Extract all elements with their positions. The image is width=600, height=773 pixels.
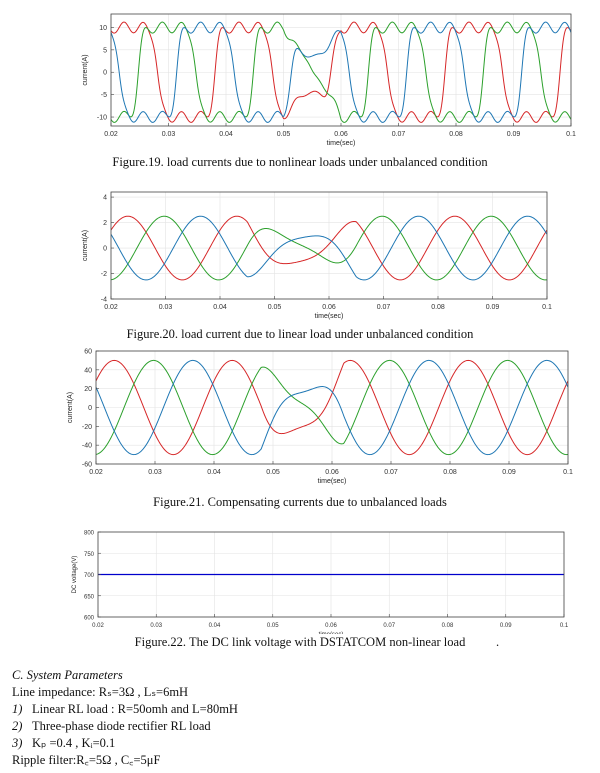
x-tick-label: 0.03 (148, 469, 162, 476)
phase-b-trace (96, 359, 568, 456)
x-tick-label: 0.08 (431, 304, 445, 311)
y-tick-label: -2 (101, 271, 107, 278)
y-tick-label: 0 (103, 246, 107, 253)
x-tick-label: 0.07 (384, 469, 398, 476)
y-axis-label: DC voltage(V) (72, 556, 78, 594)
x-tick-label: 0.05 (267, 623, 279, 629)
x-tick-label: 0.06 (334, 131, 348, 138)
y-tick-label: -10 (97, 115, 107, 122)
y-axis-label: current(A) (82, 54, 89, 85)
figure-19: 0.02 0.03 0.04 0.05 0.06 0.07 0.08 0.09 0.1 -10 -5… (0, 0, 600, 170)
y-tick-label: 40 (84, 367, 92, 374)
figure-21-caption: Figure.21. Compensating currents due to … (153, 495, 447, 509)
y-tick-label: -60 (82, 462, 92, 469)
y-tick-label: 5 (103, 47, 107, 54)
figure-20-chart: 0.02 0.03 0.04 0.05 0.06 0.07 0.08 0.09 0.1 -4 -2 0… (82, 191, 552, 320)
phase-b-trace (111, 215, 547, 281)
figure-21: 0.02 0.03 0.04 0.05 0.06 0.07 0.08 0.09 0.1 -60 -4… (0, 345, 600, 515)
x-tick-label: 0.09 (500, 623, 512, 629)
x-tick-label: 0.1 (566, 131, 576, 138)
figure-22: 0.02 0.03 0.04 0.05 0.06 0.07 0.08 0.09 0.1 600 65… (0, 522, 600, 652)
x-tick-label: 0.07 (377, 304, 391, 311)
x-tick-label: 0.09 (507, 131, 521, 138)
y-tick-label: 650 (84, 594, 95, 600)
figure-19-caption: Figure.19. load currents due to nonlinea… (112, 155, 488, 169)
x-tick-label: 0.1 (542, 304, 552, 311)
x-tick-label: 0.09 (502, 469, 516, 476)
y-tick-label: 20 (84, 386, 92, 393)
y-tick-label: 700 (84, 573, 95, 579)
y-tick-label: 10 (99, 25, 107, 32)
y-tick-label: 0 (103, 70, 107, 77)
x-tick-label: 0.04 (213, 304, 227, 311)
y-tick-label: 750 (84, 552, 95, 558)
y-tick-label: -20 (82, 424, 92, 431)
x-tick-label: 0.05 (266, 469, 280, 476)
phase-a-trace (111, 215, 547, 281)
x-tick-label: 0.08 (442, 623, 454, 629)
y-tick-label: 600 (84, 616, 95, 622)
x-tick-label: 0.09 (486, 304, 500, 311)
trailing-mark: . (496, 635, 500, 649)
y-axis-label: current(A) (67, 392, 74, 423)
section-heading: C. System Parameters (12, 668, 123, 682)
y-tick-label: 4 (103, 195, 107, 202)
x-tick-label: 0.02 (89, 469, 103, 476)
y-tick-label: -4 (101, 297, 107, 304)
y-tick-label: -5 (101, 92, 107, 99)
x-tick-label: 0.07 (383, 623, 395, 629)
phase-a-trace (111, 21, 571, 123)
x-tick-label: 0.03 (159, 304, 173, 311)
x-tick-label: 0.02 (104, 131, 118, 138)
y-tick-label: 2 (103, 220, 107, 227)
x-axis-label: time(sec) (327, 140, 356, 147)
x-tick-label: 0.06 (325, 469, 339, 476)
list-item: 1) Linear RL load : R=50omh and L=80mH (12, 702, 238, 716)
x-tick-label: 0.06 (325, 623, 337, 629)
figure-22-chart: 0.02 0.03 0.04 0.05 0.06 0.07 0.08 0.09 0.1 600 65… (72, 531, 569, 635)
figure-21-chart: 0.02 0.03 0.04 0.05 0.06 0.07 0.08 0.09 0.1 -60 -4… (67, 349, 573, 486)
x-axis-label: time(sec) (319, 632, 344, 634)
phase-c-trace (96, 359, 568, 456)
y-axis-label: current(A) (82, 230, 89, 261)
figure-19-chart: 0.02 0.03 0.04 0.05 0.06 0.07 0.08 0.09 0.1 -10 -5… (82, 13, 576, 147)
list-item: 2) Three-phase diode rectifier RL load (12, 719, 211, 733)
x-tick-label: 0.05 (268, 304, 282, 311)
line-impedance: Line impedance: Rₛ=3Ω , Lₛ=6mH (12, 685, 189, 699)
x-tick-label: 0.03 (162, 131, 176, 138)
x-tick-label: 0.05 (277, 131, 291, 138)
phase-a-trace (96, 359, 568, 456)
x-tick-label: 0.02 (92, 623, 104, 629)
x-tick-label: 0.02 (104, 304, 118, 311)
phase-c-trace (111, 215, 547, 281)
y-tick-label: 60 (84, 349, 92, 356)
x-tick-label: 0.1 (560, 623, 569, 629)
x-tick-label: 0.04 (219, 131, 233, 138)
x-tick-label: 0.07 (392, 131, 406, 138)
x-tick-label: 0.1 (563, 469, 573, 476)
figure-22-caption: Figure.22. The DC link voltage with DSTA… (134, 635, 500, 649)
y-tick-label: 800 (84, 531, 95, 537)
ripple-filter: Ripple filter:R꜀=5Ω , C꜀=5μF (12, 753, 161, 767)
x-tick-label: 0.08 (449, 131, 463, 138)
x-tick-label: 0.08 (443, 469, 457, 476)
x-axis-label: time(sec) (315, 313, 344, 320)
system-parameters-section: C. System Parameters Line impedance: Rₛ=… (12, 667, 592, 769)
x-tick-label: 0.03 (150, 623, 162, 629)
figure-20: 0.02 0.03 0.04 0.05 0.06 0.07 0.08 0.09 0.1 -4 -2 0… (0, 186, 600, 346)
phase-b-trace (111, 21, 571, 123)
x-axis-label: time(sec) (318, 478, 347, 485)
y-tick-label: -40 (82, 443, 92, 450)
phase-c-trace (111, 21, 571, 123)
list-item: 3) Kₚ =0.4 , Kᵢ=0.1 (12, 736, 116, 750)
x-tick-label: 0.06 (322, 304, 336, 311)
x-tick-label: 0.04 (207, 469, 221, 476)
x-tick-label: 0.04 (209, 623, 221, 629)
figure-20-caption: Figure.20. load current due to linear lo… (126, 327, 474, 341)
y-tick-label: 0 (88, 405, 92, 412)
